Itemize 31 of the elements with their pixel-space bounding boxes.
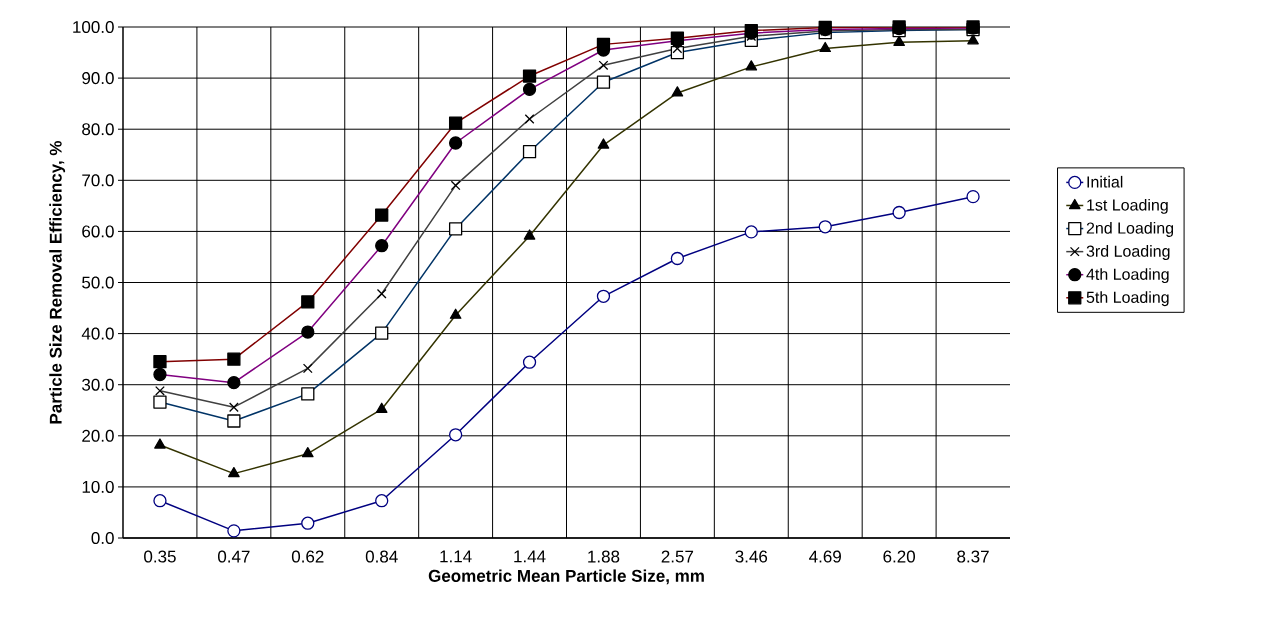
legend-label: 4th Loading xyxy=(1086,268,1169,284)
y-tick-label: 50.0 xyxy=(82,276,114,289)
y-tick-label: 0.0 xyxy=(91,531,114,545)
x-tick-label: 1.14 xyxy=(440,550,472,563)
x-axis-title: Geometric Mean Particle Size, mm xyxy=(428,569,704,585)
y-tick-label: 40.0 xyxy=(81,327,114,340)
x-tick-label: 8.37 xyxy=(957,550,989,563)
y-tick-label: 30.0 xyxy=(82,378,114,391)
legend-label: Initial xyxy=(1087,175,1123,188)
legend-label: 2nd Loading xyxy=(1086,222,1174,237)
x-tick-label: 0.84 xyxy=(365,550,398,563)
x-tick-label: 1.44 xyxy=(514,550,546,563)
y-tick-label: 20.0 xyxy=(82,429,114,442)
x-tick-label: 0.35 xyxy=(144,550,176,563)
x-tick-label: 3.46 xyxy=(735,550,768,563)
y-tick-label: 90.0 xyxy=(82,72,114,85)
x-tick-label: 6.20 xyxy=(883,550,916,563)
y-axis-title: Particle Size Removal Efficiency, % xyxy=(49,140,66,424)
y-tick-label: 70.0 xyxy=(82,174,114,187)
legend-label: 3rd Loading xyxy=(1086,245,1170,261)
legend-label: 1st Loading xyxy=(1087,198,1168,214)
x-tick-label: 0.47 xyxy=(218,550,250,563)
x-tick-label: 1.88 xyxy=(588,550,620,563)
x-tick-label: 2.57 xyxy=(661,550,694,563)
y-tick-label: 10.0 xyxy=(82,480,114,493)
y-tick-label: 80.0 xyxy=(82,123,114,136)
y-tick-label: 100.0 xyxy=(73,20,114,34)
x-tick-label: 0.62 xyxy=(291,550,324,563)
y-tick-label: 60.0 xyxy=(82,225,114,238)
x-tick-label: 4.69 xyxy=(809,550,841,563)
legend-label: 5th Loading xyxy=(1086,291,1169,307)
